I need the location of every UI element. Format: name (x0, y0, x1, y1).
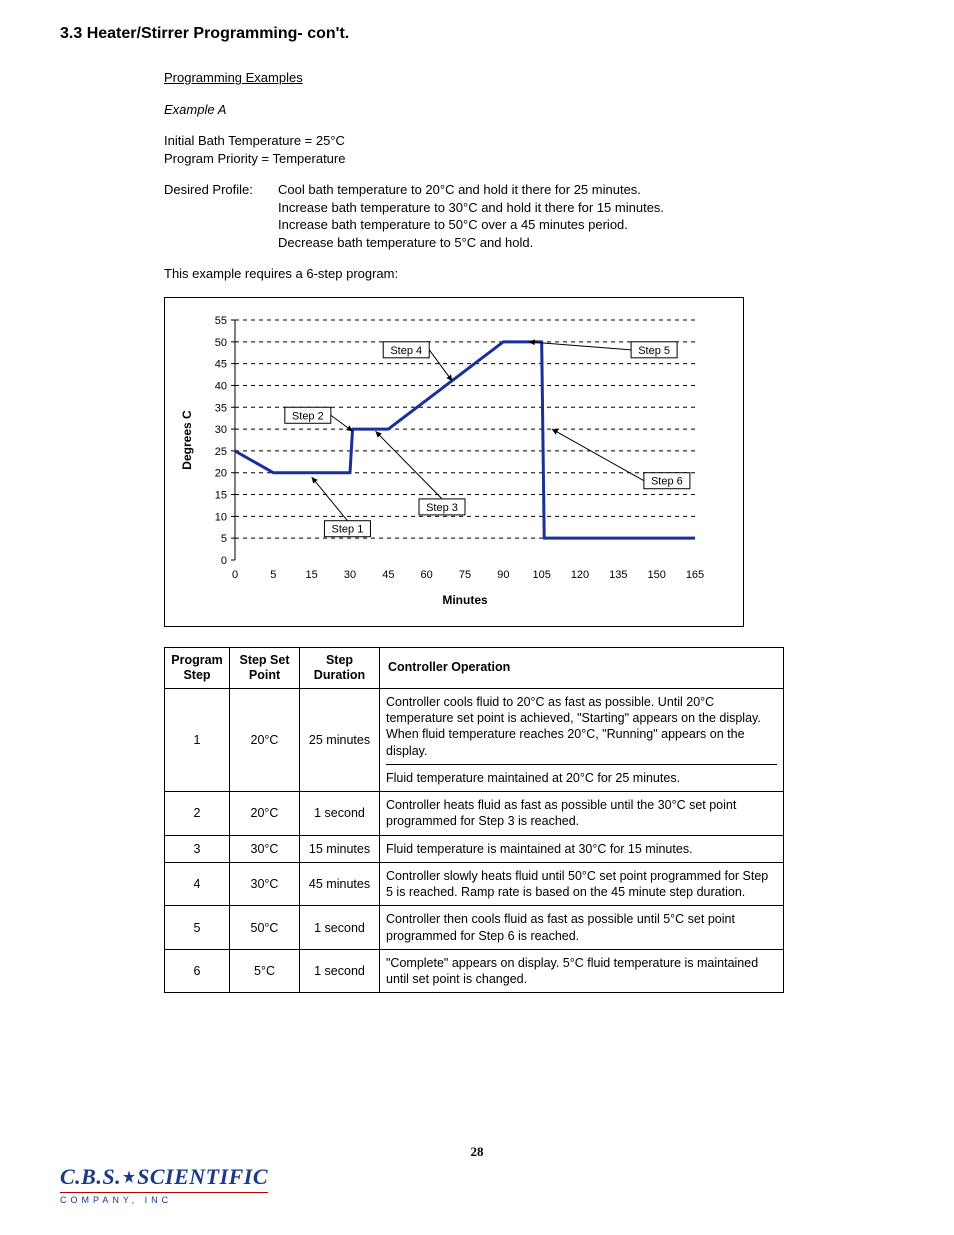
desired-profile-lines: Cool bath temperature to 20°C and hold i… (278, 181, 664, 251)
cell-operation: "Complete" appears on display. 5°C fluid… (380, 949, 784, 993)
star-icon (121, 1165, 137, 1191)
table-row: 330°C15 minutesFluid temperature is main… (165, 835, 784, 862)
col-duration: Step Duration (300, 647, 380, 688)
logo-subtext: COMPANY, INC (60, 1195, 894, 1205)
priority-line: Program Priority = Temperature (164, 150, 856, 168)
table-row: 550°C1 secondController then cools fluid… (165, 906, 784, 950)
cell-setpoint: 30°C (230, 835, 300, 862)
cell-setpoint: 30°C (230, 862, 300, 906)
cell-duration: 45 minutes (300, 862, 380, 906)
svg-text:165: 165 (686, 569, 704, 581)
profile-line: Increase bath temperature to 30°C and ho… (278, 199, 664, 217)
chart-svg: 0 5 10 15 20 25 30 35 40 45 50 55 0 5 15 30 45 60 75 90 105 1… (175, 310, 715, 610)
desired-profile-label: Desired Profile: (164, 181, 278, 251)
section-title: 3.3 Heater/Stirrer Programming- con't. (60, 25, 886, 43)
svg-text:Step 1: Step 1 (332, 524, 364, 536)
svg-text:50: 50 (215, 337, 227, 349)
cell-operation: Controller cools fluid to 20°C as fast a… (380, 688, 784, 791)
svg-text:75: 75 (459, 569, 471, 581)
program-table: Program Step Step Set Point Step Duratio… (164, 647, 784, 994)
svg-text:60: 60 (421, 569, 433, 581)
svg-text:5: 5 (221, 533, 227, 545)
cell-operation: Controller heats fluid as fast as possib… (380, 792, 784, 836)
examples-heading: Programming Examples (164, 69, 856, 87)
initial-temp-line: Initial Bath Temperature = 25°C (164, 132, 856, 150)
cell-setpoint: 50°C (230, 906, 300, 950)
svg-text:10: 10 (215, 511, 227, 523)
svg-text:55: 55 (215, 315, 227, 327)
svg-text:Minutes: Minutes (442, 593, 488, 607)
svg-text:45: 45 (215, 359, 227, 371)
cell-step: 3 (165, 835, 230, 862)
cell-operation-extra: Fluid temperature maintained at 20°C for… (386, 764, 777, 786)
svg-text:15: 15 (306, 569, 318, 581)
svg-text:30: 30 (215, 424, 227, 436)
svg-text:135: 135 (609, 569, 627, 581)
col-op: Controller Operation (380, 647, 784, 688)
svg-text:120: 120 (571, 569, 589, 581)
svg-text:Step 3: Step 3 (426, 502, 458, 514)
svg-text:Step 4: Step 4 (390, 345, 422, 357)
svg-text:Step 2: Step 2 (292, 410, 324, 422)
table-row: 220°C1 secondController heats fluid as f… (165, 792, 784, 836)
svg-text:150: 150 (647, 569, 665, 581)
table-row: 120°C25 minutesController cools fluid to… (165, 688, 784, 791)
svg-text:20: 20 (215, 468, 227, 480)
logo-text-cbs: C.B.S. (60, 1164, 121, 1189)
col-step: Program Step (165, 647, 230, 688)
cell-step: 5 (165, 906, 230, 950)
svg-text:Step 5: Step 5 (638, 345, 670, 357)
cell-operation: Controller then cools fluid as fast as p… (380, 906, 784, 950)
cell-duration: 1 second (300, 906, 380, 950)
example-label: Example A (164, 101, 856, 119)
table-row: 65°C1 second"Complete" appears on displa… (165, 949, 784, 993)
svg-text:15: 15 (215, 489, 227, 501)
svg-text:Degrees C: Degrees C (180, 410, 194, 470)
svg-text:Step 6: Step 6 (651, 476, 683, 488)
cell-setpoint: 20°C (230, 688, 300, 791)
svg-text:0: 0 (221, 555, 227, 567)
requires-line: This example requires a 6-step program: (164, 265, 856, 283)
logo-text-scientific: SCIENTIFIC (137, 1164, 268, 1189)
svg-text:105: 105 (532, 569, 550, 581)
svg-text:30: 30 (344, 569, 356, 581)
company-logo: C.B.S. SCIENTIFIC COMPANY, INC (60, 1164, 894, 1205)
cell-setpoint: 20°C (230, 792, 300, 836)
cell-operation: Fluid temperature is maintained at 30°C … (380, 835, 784, 862)
table-row: 430°C45 minutesController slowly heats f… (165, 862, 784, 906)
svg-text:45: 45 (382, 569, 394, 581)
temperature-chart: 0 5 10 15 20 25 30 35 40 45 50 55 0 5 15 30 45 60 75 90 105 1… (164, 297, 744, 627)
page-footer: 28 C.B.S. SCIENTIFIC COMPANY, INC (0, 1144, 954, 1205)
cell-step: 4 (165, 862, 230, 906)
svg-text:90: 90 (497, 569, 509, 581)
cell-step: 1 (165, 688, 230, 791)
cell-duration: 1 second (300, 792, 380, 836)
cell-duration: 1 second (300, 949, 380, 993)
page-number: 28 (60, 1144, 894, 1160)
cell-duration: 15 minutes (300, 835, 380, 862)
profile-line: Decrease bath temperature to 5°C and hol… (278, 234, 664, 252)
cell-operation: Controller slowly heats fluid until 50°C… (380, 862, 784, 906)
cell-setpoint: 5°C (230, 949, 300, 993)
svg-text:40: 40 (215, 380, 227, 392)
profile-line: Cool bath temperature to 20°C and hold i… (278, 181, 664, 199)
cell-duration: 25 minutes (300, 688, 380, 791)
profile-line: Increase bath temperature to 50°C over a… (278, 216, 664, 234)
cell-step: 2 (165, 792, 230, 836)
cell-step: 6 (165, 949, 230, 993)
col-setpoint: Step Set Point (230, 647, 300, 688)
svg-text:0: 0 (232, 569, 238, 581)
svg-text:25: 25 (215, 446, 227, 458)
svg-text:5: 5 (270, 569, 276, 581)
svg-text:35: 35 (215, 402, 227, 414)
